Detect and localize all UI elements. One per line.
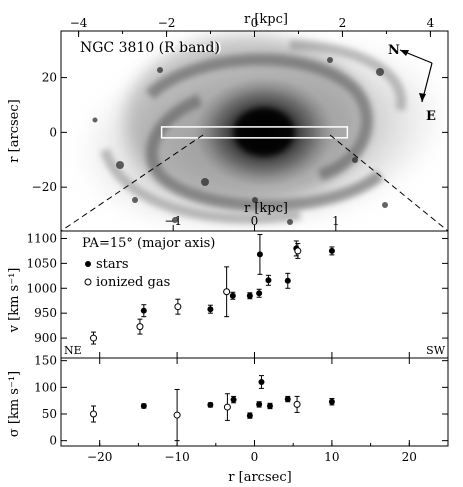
top-tick-label: −2 [158, 16, 176, 30]
dispersion-point-gas [90, 410, 98, 418]
dispersion-y-label: σ [km s⁻¹] [7, 371, 22, 437]
legend-label-gas: ionized gas [96, 275, 170, 290]
velocity-point-stars [246, 292, 253, 299]
top-tick-label: −4 [70, 16, 88, 30]
top-tick-label: 2 [339, 16, 347, 30]
top-tick-label: 4 [427, 16, 435, 30]
x-tick-label: 0 [251, 450, 259, 464]
velocity-point-stars [140, 307, 147, 314]
velocity-point-stars [256, 290, 263, 297]
inner-tick-label: 1 [332, 214, 340, 228]
compass-north: N [388, 43, 400, 58]
dispersion-points [90, 375, 335, 442]
dispersion-y-tick-label: 100 [34, 380, 57, 394]
dispersion-point-gas [293, 400, 301, 408]
dispersion-point-stars [266, 403, 273, 409]
dispersion-point-stars [328, 398, 335, 405]
x-tick-label: 10 [324, 450, 339, 464]
velocity-annotation: PA=15° (major axis) [82, 236, 215, 251]
dispersion-point-stars [284, 396, 291, 403]
inner-tick-label: 0 [251, 214, 259, 228]
dispersion-ticks: 0 50 100 150 −20 −10 0 10 20 [34, 354, 449, 464]
dispersion-frame [60, 357, 449, 447]
legend-marker-gas [84, 278, 92, 286]
zoom-line-right [329, 134, 449, 232]
x-tick-label: −10 [164, 450, 189, 464]
slit-marker [160, 126, 349, 139]
image-y-label: r [arcsec] [7, 99, 22, 162]
dispersion-point-gas [223, 403, 231, 411]
inner-axis-ticks: −1 0 1 [164, 214, 340, 231]
compass-east: E [426, 109, 436, 124]
corner-label-sw: SW [426, 344, 446, 357]
velocity-point-stars [284, 277, 291, 284]
dispersion-point-stars [246, 412, 253, 419]
image-y-tick-label: 20 [42, 71, 57, 85]
dispersion-y-tick-label: 0 [49, 434, 57, 448]
dispersion-point-stars [230, 396, 237, 403]
velocity-panel: 900 950 1000 1050 1100 PA=15° (major axis) s… [7, 230, 449, 359]
velocity-y-label: v [km s⁻¹] [7, 268, 22, 334]
top-tick-label: 0 [251, 16, 259, 30]
dispersion-point-stars [207, 401, 214, 408]
velocity-y-tick-label: 1100 [26, 231, 57, 245]
dispersion-y-tick-label: 50 [42, 407, 57, 421]
dispersion-point-gas [173, 411, 181, 419]
corner-label-ne: NE [64, 344, 82, 357]
velocity-point-stars [229, 292, 236, 299]
velocity-y-tick-label: 950 [34, 306, 57, 320]
velocity-point-gas [136, 323, 144, 331]
image-y-tick-label: 0 [49, 125, 57, 139]
top-axis-label: r [kpc] [244, 12, 288, 27]
zoom-line-left [60, 134, 204, 232]
inner-axis-label: r [kpc] [244, 201, 288, 216]
velocity-point-gas [294, 247, 302, 255]
dispersion-point-stars [258, 379, 265, 385]
dispersion-point-stars [140, 403, 147, 409]
velocity-points [90, 233, 335, 345]
compass: N E [388, 43, 436, 124]
velocity-point-gas [223, 288, 231, 296]
x-tick-label: 20 [402, 450, 417, 464]
velocity-point-stars [265, 277, 272, 284]
x-tick-label: −20 [87, 450, 112, 464]
velocity-ticks: 900 950 1000 1050 1100 [26, 231, 448, 358]
velocity-point-gas [174, 303, 182, 311]
dispersion-panel: 0 50 100 150 −20 −10 0 10 20 σ [km s⁻¹] r [arcse… [7, 354, 449, 485]
image-y-tick-label: −20 [32, 180, 57, 194]
inner-tick-label: −1 [164, 214, 182, 228]
dispersion-y-tick-label: 150 [34, 354, 57, 368]
x-axis-label: r [arcsec] [228, 470, 291, 485]
image-title-text: NGC 3810 (R band) [80, 40, 220, 56]
dispersion-point-stars [256, 401, 263, 408]
velocity-point-gas [90, 334, 98, 342]
legend-label-stars: stars [96, 257, 129, 272]
velocity-point-stars [207, 306, 214, 313]
image-title: NGC 3810 (R band) [82, 40, 222, 56]
velocity-y-tick-label: 900 [34, 331, 57, 345]
legend: stars ionized gas [84, 257, 170, 290]
legend-marker-stars [85, 261, 91, 267]
velocity-y-tick-label: 1050 [26, 256, 57, 270]
velocity-point-stars [328, 247, 335, 254]
velocity-point-stars [256, 251, 263, 258]
velocity-y-tick-label: 1000 [26, 281, 57, 295]
